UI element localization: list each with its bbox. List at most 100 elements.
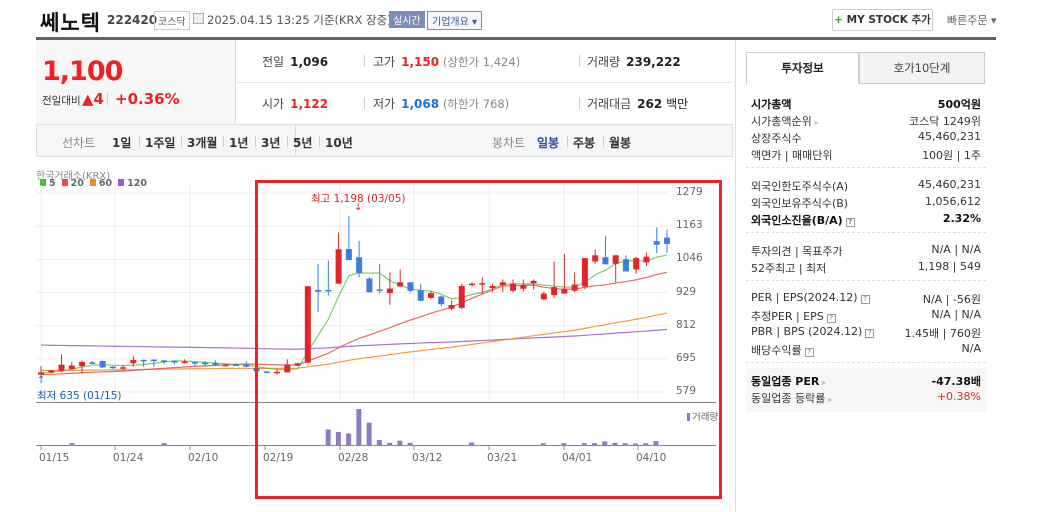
legend-swatch [118, 179, 125, 186]
stat-amount: 거래대금 262 백만 [587, 97, 689, 111]
period-3[interactable]: 1년 [229, 136, 249, 150]
company-overview-dropdown[interactable]: 기업개요 ▾ [427, 11, 482, 30]
down-arrow-icon: ↓ [354, 202, 363, 213]
info-row: 배당수익률? N/A [751, 342, 981, 358]
volume-axis [36, 445, 716, 446]
info-row: 시가총액 500억원 [751, 96, 981, 112]
info-value: 500억원 [937, 98, 981, 111]
info-row: 52주최고 | 최저 1,198 | 549 [751, 260, 981, 276]
period-2[interactable]: 3개월 [187, 136, 218, 150]
candle-period-2[interactable]: 월봉 [609, 136, 632, 150]
current-price: 1,100 [42, 56, 123, 87]
candle-period-1[interactable]: 주봉 [573, 136, 596, 150]
stat-volume: 거래량 239,222 [587, 55, 681, 69]
stat-open: 시가 1,122 [262, 97, 329, 111]
quick-order-dropdown[interactable]: 빠른주문 ▾ [947, 14, 997, 27]
legend-ma-20: 20 [61, 178, 84, 189]
info-row[interactable]: 동일업종 등락률 ▸ +0.38% [751, 390, 981, 406]
plus-icon: + [834, 14, 843, 26]
info-value: 2.32% [942, 212, 981, 225]
info-row[interactable]: 시가총액순위 ▸ 코스닥 1249위 [751, 113, 981, 129]
ma-legend: 5 20 60 120 [40, 178, 147, 189]
x-tick: 03/12 [412, 452, 443, 464]
tab-order-book[interactable]: 호가10단계 [859, 52, 985, 84]
divider [746, 362, 986, 363]
period-0[interactable]: 1일 [112, 136, 132, 150]
legend-swatch [61, 179, 68, 186]
info-label: PER | EPS(2024.12)? [751, 291, 870, 307]
info-row: 추정PER | EPS? N/A | N/A [751, 308, 981, 324]
info-label: 시가총액 [751, 98, 792, 111]
x-tick: 01/24 [113, 452, 144, 464]
price-summary-panel [36, 40, 236, 124]
period-4[interactable]: 3년 [261, 136, 281, 150]
info-row: 외국인한도주식수(A) 45,460,231 [751, 178, 981, 194]
info-value: 45,460,231 [918, 178, 981, 191]
info-label: 상장주식수 [751, 132, 802, 145]
divider [746, 280, 986, 281]
info-row: 외국인소진율(B/A)? 2.32% [751, 212, 981, 228]
info-row: PBR | BPS (2024.12)? 1.45배 | 760원 [751, 325, 981, 341]
low-annotation: 최저 635 (01/15) [37, 390, 122, 402]
stat-low: 저가 1,068 (하한가 768) [373, 97, 510, 111]
chart-divider [36, 402, 716, 403]
divider [255, 136, 256, 147]
divider [567, 136, 568, 147]
info-value: 45,460,231 [918, 130, 981, 143]
y-tick: 929 [676, 285, 697, 298]
info-value: -47.38배 [931, 375, 981, 388]
chevron-right-icon: ▸ [822, 378, 827, 387]
chart-period-bar [36, 125, 733, 157]
info-value: N/A | -56원 [922, 293, 981, 306]
info-value: 1.45배 | 760원 [904, 327, 981, 340]
info-label: PBR | BPS (2024.12)? [751, 325, 875, 341]
info-value: N/A | N/A [931, 243, 981, 256]
change-percent: +0.36% [115, 90, 180, 108]
x-tick: 03/21 [487, 452, 518, 464]
x-tick: 01/15 [39, 452, 70, 464]
up-arrow-icon: ↑ [37, 375, 46, 386]
help-icon[interactable]: ? [860, 295, 870, 304]
info-label: 배당수익률? [751, 342, 814, 358]
help-icon[interactable]: ? [845, 218, 855, 227]
divider [287, 136, 288, 147]
info-row: 상장주식수 45,460,231 [751, 130, 981, 146]
info-row: 외국인보유주식수(B) 1,056,612 [751, 195, 981, 211]
period-5[interactable]: 5년 [293, 136, 313, 150]
divider [364, 97, 365, 109]
info-label: 외국인보유주식수(B) [751, 197, 849, 210]
realtime-badge[interactable]: 실시간 [389, 11, 425, 28]
candle-period-0[interactable]: 일봉 [537, 136, 560, 150]
info-row: 액면가 | 매매단위 100원 | 1주 [751, 147, 981, 163]
x-tick: 02/10 [188, 452, 219, 464]
period-6[interactable]: 10년 [325, 136, 353, 150]
tab-investment-info[interactable]: 투자정보 [746, 52, 859, 84]
data-source: 한국거래소(KRX) [36, 171, 111, 182]
add-my-stock-button[interactable]: + MY STOCK 추가 [832, 9, 933, 31]
divider [579, 97, 580, 109]
divider [295, 125, 296, 157]
help-icon[interactable]: ? [865, 329, 875, 338]
period-1[interactable]: 1주일 [145, 136, 176, 150]
info-label: 추정PER | EPS? [751, 308, 836, 324]
change-label: 전일대비 [42, 95, 81, 107]
info-label: 투자의견 | 목표주가 [751, 245, 843, 258]
info-row: PER | EPS(2024.12)? N/A | -56원 [751, 291, 981, 307]
help-icon[interactable]: ? [804, 348, 814, 357]
divider [735, 40, 736, 512]
calendar-icon [193, 13, 204, 24]
help-icon[interactable]: ? [826, 314, 836, 323]
change-value: ▲4 [82, 90, 104, 108]
divider [139, 136, 140, 147]
volume-swatch [687, 413, 690, 421]
legend-ma-120: 120 [118, 178, 147, 189]
info-value: 1,198 | 549 [917, 260, 981, 273]
info-value: +0.38% [936, 390, 981, 403]
info-value: 코스닥 1249위 [909, 115, 981, 128]
info-label: 외국인한도주식수(A) [751, 180, 849, 193]
y-tick: 1163 [676, 219, 703, 232]
divider [603, 136, 604, 147]
divider [746, 232, 986, 233]
info-row[interactable]: 동일업종 PER ▸ -47.38배 [751, 373, 981, 389]
